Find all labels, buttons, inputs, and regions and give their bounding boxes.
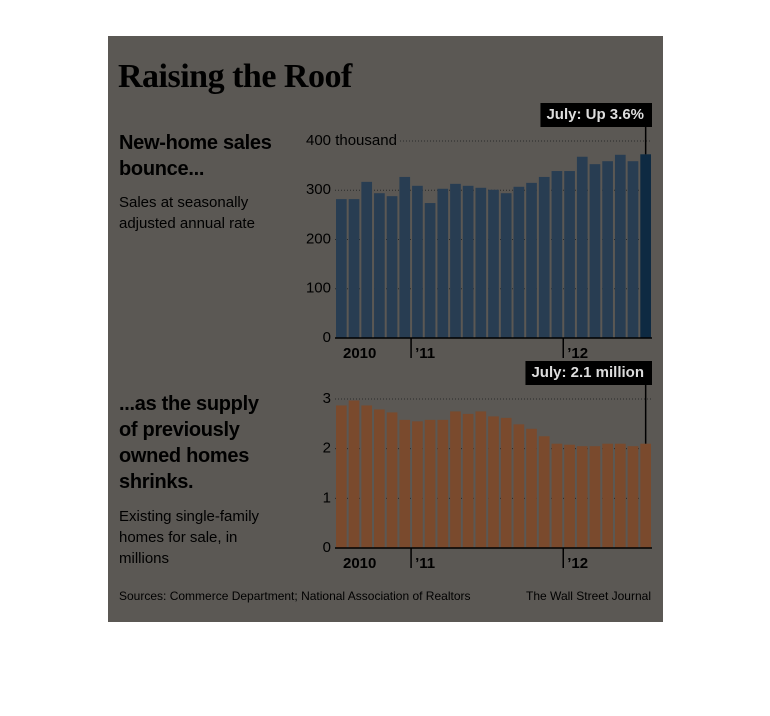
y-tick-label: 0	[323, 329, 331, 346]
x-tick-label: ’11	[415, 555, 435, 572]
annotation: July: Up 3.6%	[546, 106, 644, 123]
bar	[576, 446, 588, 548]
annotation-box	[540, 103, 652, 127]
x-tick-label: ’12	[567, 345, 588, 362]
bar	[386, 196, 398, 338]
credit: The Wall Street Journal	[526, 589, 651, 603]
annotation-box	[525, 361, 652, 385]
bar	[500, 193, 512, 338]
bar	[475, 187, 487, 338]
bar	[614, 154, 626, 338]
x-tick-label: 2010	[343, 555, 376, 572]
x-tick-label: ’11	[415, 345, 435, 362]
bar	[488, 416, 499, 548]
bar	[589, 446, 601, 548]
y-tick-label: 0	[323, 539, 331, 556]
bar	[348, 199, 360, 338]
annotation: July: 2.1 million	[531, 364, 644, 381]
bar	[538, 176, 550, 338]
bar	[437, 419, 449, 548]
chart-subtitle: Existing single-family homes for sale, i…	[119, 508, 260, 567]
source: Sources: Commerce Department; National A…	[119, 589, 471, 603]
bar	[348, 400, 360, 548]
y-tick-label: 1	[323, 489, 331, 506]
bar	[462, 413, 474, 548]
chart-subtitle: Sales at seasonally adjusted annual rate	[119, 194, 255, 232]
chart-title: ...as the supply of previously owned hom…	[119, 393, 259, 493]
bar	[513, 424, 525, 548]
bar	[412, 421, 423, 548]
bar	[424, 419, 436, 548]
x-tick-label: ’12	[567, 555, 588, 572]
y-tick-label: 400 thousand	[306, 132, 397, 149]
bar	[526, 182, 537, 338]
bar	[538, 436, 550, 548]
bar	[551, 443, 563, 548]
bar	[589, 164, 601, 338]
bar	[475, 411, 487, 548]
y-tick-label: 200	[306, 230, 331, 247]
bar	[450, 183, 461, 338]
bar	[513, 186, 525, 338]
bar	[640, 154, 651, 338]
bar	[424, 203, 436, 338]
bar	[437, 188, 449, 338]
bar	[336, 199, 347, 338]
bar	[450, 411, 461, 548]
bar	[386, 412, 398, 548]
bar	[399, 419, 411, 548]
bar	[614, 443, 626, 548]
bar	[576, 156, 588, 338]
bar	[602, 443, 613, 548]
bar	[361, 181, 373, 338]
bar	[361, 405, 373, 548]
y-tick-label: 100	[306, 280, 331, 297]
bar	[488, 189, 499, 338]
bar	[551, 171, 563, 338]
bar	[640, 443, 651, 548]
title: Raising the Roof	[118, 58, 352, 95]
bar	[374, 193, 385, 338]
bar	[412, 185, 423, 338]
bar	[374, 409, 385, 548]
bar	[526, 428, 537, 548]
y-tick-label: 3	[323, 390, 331, 407]
bar	[602, 161, 613, 338]
y-tick-label: 2	[323, 440, 331, 457]
bar	[627, 161, 639, 338]
bar	[564, 171, 575, 338]
bar	[500, 417, 512, 548]
bar	[399, 176, 411, 338]
x-tick-label: 2010	[343, 345, 376, 362]
y-tick-label: 300	[306, 181, 331, 198]
bar	[627, 446, 639, 548]
bar	[336, 405, 347, 548]
bar	[564, 444, 575, 548]
chart-title: New-home sales bounce...	[119, 132, 272, 180]
bar	[462, 185, 474, 338]
